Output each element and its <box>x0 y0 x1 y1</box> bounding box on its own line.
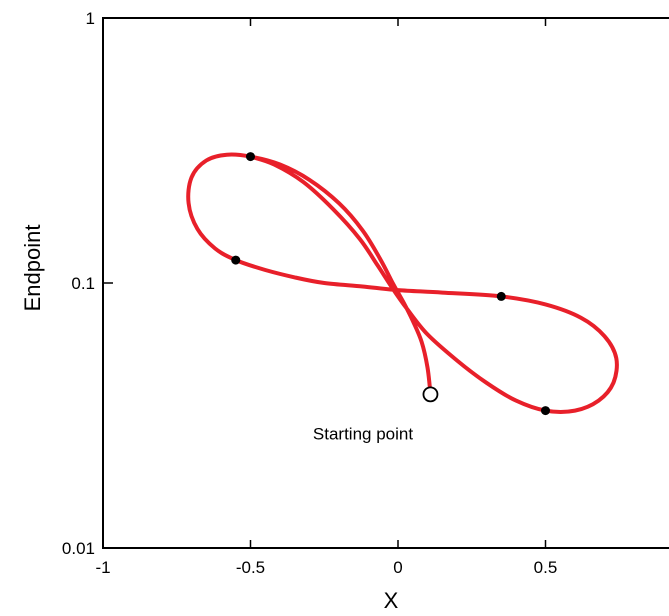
x-tick-label: 0.5 <box>534 558 558 577</box>
tick-labels: -1 -0.5 0 0.5 0.01 0.1 1 <box>62 9 557 577</box>
data-point <box>541 406 550 416</box>
data-markers <box>231 152 550 416</box>
y-tick-label: 0.01 <box>62 539 95 558</box>
data-series-line <box>186 152 619 414</box>
x-tick-label: 0 <box>393 558 402 577</box>
y-axis-label: Endpoint <box>20 225 45 312</box>
data-point <box>231 255 241 265</box>
start-point-label: Starting point <box>313 424 413 443</box>
x-axis-label: X <box>384 588 399 613</box>
data-point <box>246 152 255 162</box>
y-tick-label: 0.1 <box>71 274 95 293</box>
x-tick-label: -1 <box>95 558 110 577</box>
y-tick-label: 1 <box>86 9 95 28</box>
plot-frame <box>102 17 669 549</box>
data-point <box>496 291 506 301</box>
start-point-marker <box>422 386 439 403</box>
axis-ticks <box>102 17 547 549</box>
x-tick-label: -0.5 <box>236 558 265 577</box>
